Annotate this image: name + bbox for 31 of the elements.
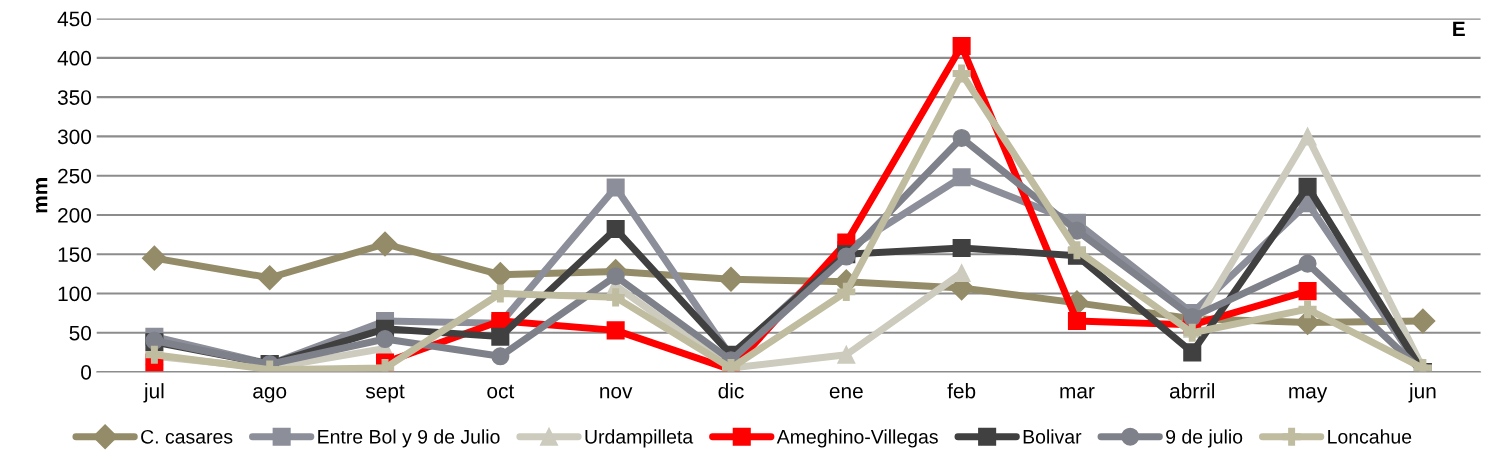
y-tick-label: 300 (57, 129, 92, 145)
legend-label: Bolivar (1023, 429, 1082, 444)
legend-label: Entre Bol y 9 de Julio (318, 429, 500, 448)
y-tick-label: 350 (57, 90, 92, 105)
x-tick-label: dic (718, 383, 744, 399)
y-tick-label: 150 (58, 247, 92, 262)
legend-label: Ameghino-Villegas (776, 429, 938, 448)
x-tick-label: may (1289, 387, 1328, 403)
y-tick-label: 100 (58, 286, 92, 302)
legend-label: C. casares (141, 429, 233, 444)
x-tick-label: oct (487, 384, 515, 399)
x-tick-label: nov (600, 387, 633, 399)
y-tick-label: 0 (81, 365, 92, 380)
x-tick-label: sept (365, 384, 405, 403)
x-tick-label: mar (1060, 387, 1095, 399)
x-tick-label: abrril (1169, 383, 1215, 399)
x-tick-label: ene (829, 387, 863, 399)
annotation: E (1453, 21, 1465, 37)
y-tick-label: 250 (58, 168, 92, 184)
x-tick-label: feb (947, 383, 976, 399)
y-tick-label: 450 (57, 11, 92, 27)
legend-label: 9 de julio (1166, 429, 1243, 448)
legend-label: Loncahue (1328, 429, 1412, 444)
x-tick-label: jun (1408, 383, 1436, 403)
y-tick-label: 200 (58, 207, 92, 223)
y-tick-label: 400 (57, 50, 92, 66)
x-tick-label: jul (143, 383, 164, 403)
legend-label: Urdampilleta (585, 429, 694, 448)
y-tick-label: 50 (69, 325, 92, 341)
y-axis-title: mm (36, 178, 48, 213)
x-tick-label: ago (253, 387, 287, 403)
